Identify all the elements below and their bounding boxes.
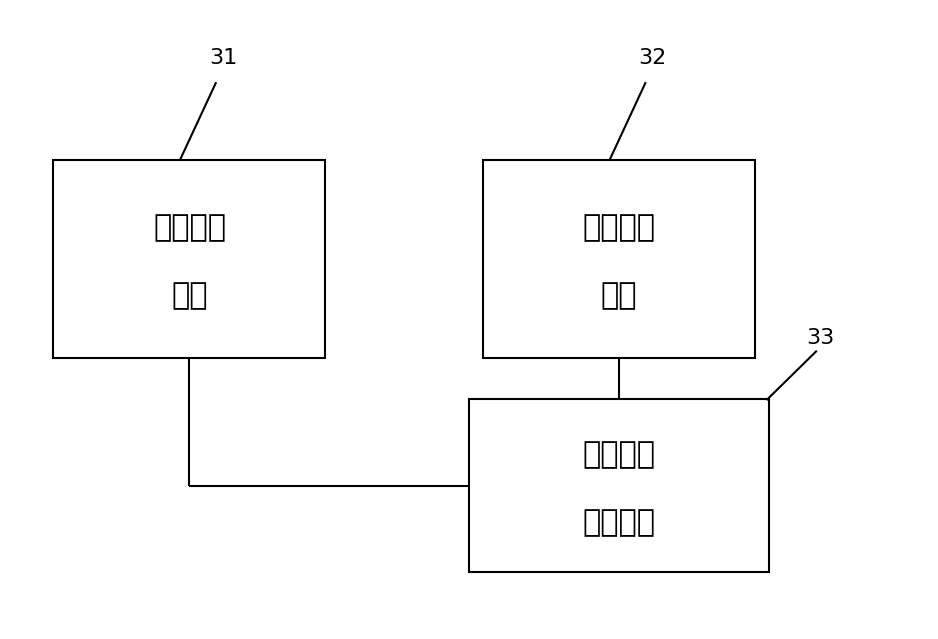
Bar	[469, 399, 769, 572]
Bar	[53, 160, 325, 358]
Text: 32: 32	[638, 49, 666, 68]
Text: 模块: 模块	[172, 281, 207, 311]
Text: 角度调节: 角度调节	[153, 213, 226, 243]
Bar	[483, 160, 755, 358]
Text: 模块: 模块	[601, 281, 637, 311]
Text: 31: 31	[209, 49, 237, 68]
Text: 模型构建: 模型构建	[582, 213, 656, 243]
Text: 33: 33	[807, 328, 835, 348]
Text: 调节模块: 调节模块	[582, 508, 656, 537]
Text: 辐射温度: 辐射温度	[582, 440, 656, 470]
